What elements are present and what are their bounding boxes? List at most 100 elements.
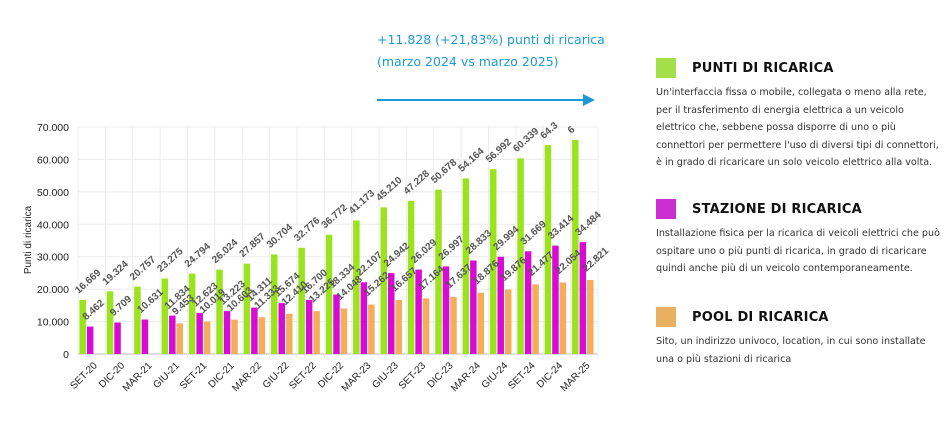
x-tick-label: GIU-24 [480,360,511,391]
bar-stazioni-di-ricarica [470,260,477,354]
bar-pool-di-ricarica [477,292,485,354]
bar-pool-di-ricarica [340,308,348,354]
x-tick-label: SET-21 [178,360,210,392]
bar-stazioni-di-ricarica [497,256,504,354]
bar-punti-di-ricarica [517,158,524,354]
bar-pool-di-ricarica [559,282,567,354]
legend-punti: PUNTI DI RICARICA Un'interfaccia fissa o… [656,58,946,172]
legend-desc-punti: Un'interfaccia fissa o mobile, collegata… [656,87,939,168]
bar-punti-di-ricarica [489,169,497,354]
bar-stazioni-di-ricarica [442,266,450,354]
y-tick-label: 20.000 [37,284,69,296]
legend-title-punti: PUNTI DI RICARICA [692,60,834,76]
x-tick-label: SET-22 [287,360,319,392]
x-tick-label: MAR-24 [449,360,483,394]
bar-punti-di-ricarica [407,200,415,354]
bar-pool-di-ricarica [368,304,375,354]
legend-swatch-stazioni [656,199,676,219]
legend-swatch-pool [656,307,676,327]
y-tick-label: 10.000 [37,317,69,329]
bar-stazioni-di-ricarica [305,299,313,354]
bar-punti-di-ricarica [435,189,442,354]
bar-stazioni-di-ricarica [141,319,149,354]
y-tick-label: 60.000 [37,154,69,166]
bar-stazioni-di-ricarica [114,322,121,354]
bar-punti-di-ricarica [298,247,305,354]
bar-stazioni-di-ricarica [251,307,258,354]
bar-pool-di-ricarica [313,311,320,354]
bar-punti-di-ricarica [134,286,141,354]
bar-pool-di-ricarica [504,289,512,354]
y-tick-label: 70.000 [37,122,69,134]
bar-punti-di-ricarica [188,273,196,354]
bar-punti-di-ricarica [544,145,552,354]
bar-pool-di-ricarica [422,298,430,354]
legend-desc-stazioni: Installazione fisica per la ricarica di … [656,228,940,274]
bar-pool-di-ricarica [258,317,266,354]
bar-punti-di-ricarica [161,278,169,354]
bar-stazioni-di-ricarica [360,282,368,354]
bar-stazioni-di-ricarica [524,251,532,354]
x-tick-label: GIU-23 [370,360,401,391]
bar-punti-di-ricarica [353,220,360,354]
bar-pool-di-ricarica [176,323,184,354]
x-tick-label: MAR-21 [121,360,155,394]
legend-title-stazioni: STAZIONE DI RICARICA [692,201,862,217]
legend-stazioni: STAZIONE DI RICARICA Installazione fisic… [656,199,946,278]
y-tick-label: 30.000 [37,252,69,264]
data-label: 64.3 [539,120,561,141]
growth-annotation-line2: (marzo 2024 vs marzo 2025) [377,54,559,69]
bar-punti-di-ricarica [216,269,223,354]
bar-pool-di-ricarica [231,319,238,354]
bar-stazioni-di-ricarica [579,242,587,354]
bar-pool-di-ricarica [450,296,457,354]
growth-annotation-line1: +11.828 (+21,83%) punti di ricarica [377,32,605,47]
bar-pool-di-ricarica [532,284,539,354]
x-axis: SET-20DIC-20MAR-21GIU-21SET-21DIC-21MAR-… [68,360,592,394]
bar-stazioni-di-ricarica [86,326,94,354]
arrow-right-icon [377,94,595,106]
x-tick-label: GIU-22 [261,360,292,391]
legend-title-pool: POOL DI RICARICA [692,309,829,325]
bar-pool-di-ricarica [203,321,211,354]
bar-stazioni-di-ricarica [278,303,286,354]
bar-stazioni-di-ricarica [333,294,340,354]
bar-pool-di-ricarica [587,279,594,354]
y-tick-label: 0 [63,349,69,361]
y-tick-label: 50.000 [37,187,69,199]
bar-stazioni-di-ricarica [223,311,231,354]
bar-punti-di-ricarica [243,263,251,354]
bar-stazioni-di-ricarica [387,273,395,354]
bar-punti-di-ricarica [380,207,387,354]
x-tick-label: MAR-22 [230,360,264,394]
bar-punti-di-ricarica [271,254,278,354]
x-tick-label: MAR-25 [559,360,593,394]
growth-annotation: +11.828 (+21,83%) punti di ricarica (mar… [377,29,637,73]
bar-punti-di-ricarica [106,291,114,354]
bars [79,139,594,354]
bar-pool-di-ricarica [395,299,402,354]
y-tick-label: 40.000 [37,219,69,231]
bar-punti-di-ricarica [325,234,333,354]
x-tick-label: MAR-23 [340,360,374,394]
x-tick-label: GIU-21 [151,360,182,391]
y-axis-label: Punti di ricarica [23,205,34,274]
bar-punti-di-ricarica [572,139,579,354]
chart-grid [77,126,599,358]
bar-punti-di-ricarica [462,178,470,354]
legend-pool: POOL DI RICARICA Sito, un indirizzo univ… [656,307,946,368]
x-tick-label: SET-20 [68,360,100,392]
bar-stazioni-di-ricarica [552,245,559,354]
bar-stazioni-di-ricarica [415,269,422,354]
bar-chart: 0 10.000 20.000 30.000 40.000 50.000 60.000 70.… [23,120,611,394]
legend-swatch-punti [656,58,676,78]
data-label: 6 [566,124,578,136]
y-axis: 0 10.000 20.000 30.000 40.000 50.000 60.000 70.… [37,122,69,361]
bar-pool-di-ricarica [286,313,293,354]
x-tick-label: SET-24 [506,360,538,392]
bar-stazioni-di-ricarica [196,313,203,354]
bar-stazioni-di-ricarica [169,315,176,354]
x-tick-label: SET-23 [397,360,429,392]
legend-desc-pool: Sito, un indirizzo univoco, location, in… [656,336,926,365]
bar-punti-di-ricarica [79,299,86,354]
